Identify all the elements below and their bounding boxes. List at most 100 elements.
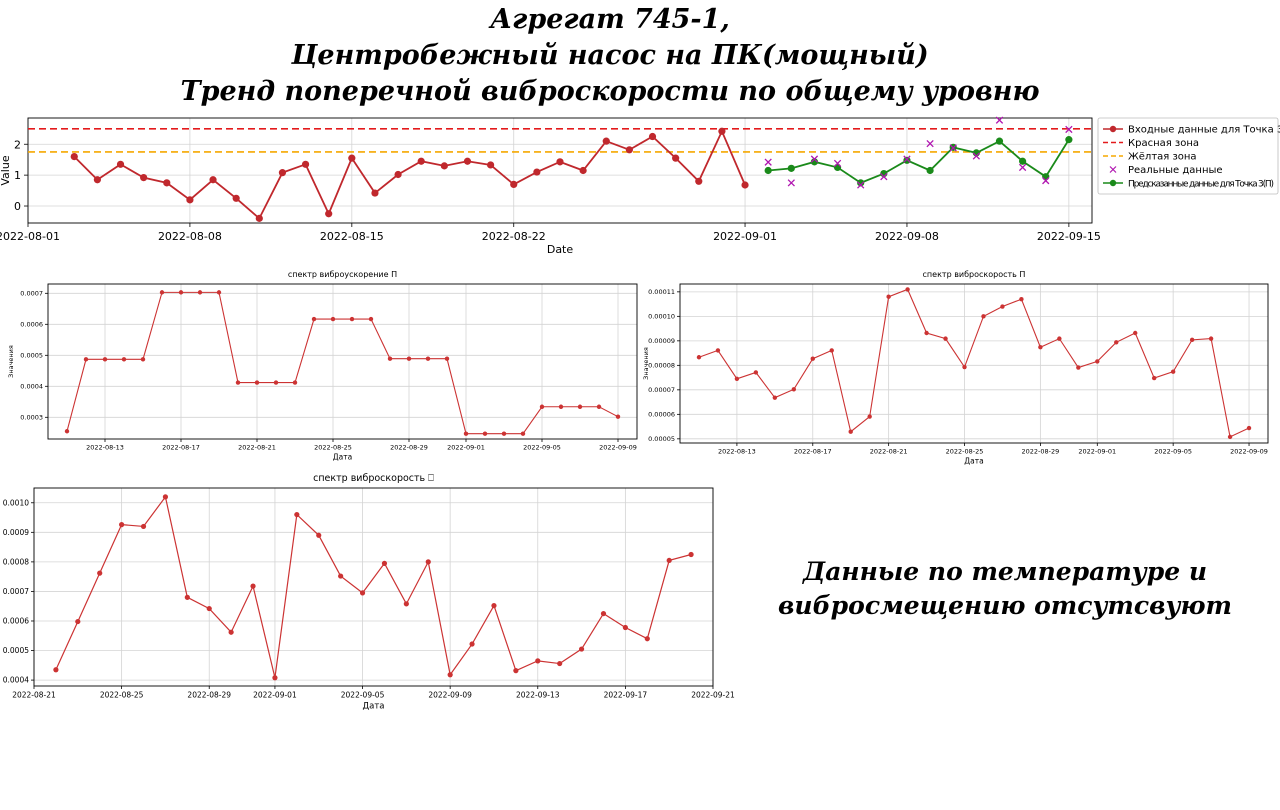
x-tick-label: 2022-09-09 <box>428 691 472 700</box>
data-point <box>558 404 564 409</box>
data-point <box>338 573 344 579</box>
data-point <box>1151 375 1157 381</box>
y-axis-label: Value <box>0 155 12 185</box>
input-data-point <box>718 127 726 135</box>
data-point <box>381 560 388 566</box>
data-point <box>734 376 740 382</box>
input-data-point <box>648 132 657 141</box>
data-point <box>75 618 81 625</box>
y-axis-label: Значения <box>7 345 15 378</box>
data-point <box>216 290 222 295</box>
data-point <box>97 570 103 576</box>
y-axis-label: Значения <box>642 347 650 380</box>
data-point <box>696 355 702 360</box>
x-tick-label: 2022-08-17 <box>794 448 832 456</box>
y-tick-label: 0.00009 <box>648 337 675 345</box>
real-data-marker <box>880 173 888 181</box>
x-tick-label: 2022-09-05 <box>341 691 385 700</box>
y-tick-label: 0.0004 <box>3 676 29 685</box>
x-tick-label: 2022-09-01 <box>253 691 297 700</box>
real-data-marker <box>833 159 842 168</box>
x-tick-label: 2022-09-15 <box>1037 230 1101 243</box>
predicted-data-point <box>1042 173 1050 181</box>
real-data-marker <box>764 158 772 166</box>
x-tick-label: 2022-09-01 <box>1078 448 1116 456</box>
title-line-3: Тренд поперечной виброскорости по общему… <box>180 76 1040 107</box>
data-point <box>425 559 431 565</box>
y-tick-label: 0.00007 <box>648 386 675 394</box>
real-data-marker <box>857 181 865 189</box>
input-data-point <box>140 174 148 182</box>
data-point <box>535 658 541 664</box>
predicted-series-line <box>768 139 1070 184</box>
x-axis-label: Дата <box>964 456 983 465</box>
x-tick-label: 2022-09-17 <box>604 691 648 700</box>
input-data-point <box>348 154 356 162</box>
data-point <box>1227 434 1233 440</box>
input-data-point <box>93 176 101 184</box>
data-point <box>294 511 300 518</box>
data-point <box>501 431 507 436</box>
data-point <box>600 610 607 617</box>
title-line-1: Агрегат 745-1, <box>490 4 730 35</box>
data-point <box>368 316 374 322</box>
x-tick-label: 2022-08-29 <box>1021 448 1059 456</box>
x-tick-label: 2022-09-13 <box>516 691 560 700</box>
spectrum-velocity-chart-2: спектр виброскорость ⎕ 0.0004 0.0005 0.0006… <box>3 473 735 712</box>
title-line-2: Центробежный насос на ПК(мощный) <box>291 40 929 71</box>
input-data-point <box>440 162 448 170</box>
data-point <box>228 629 234 635</box>
series-line <box>698 288 1250 438</box>
data-point <box>121 357 127 362</box>
input-data-point <box>463 157 472 165</box>
x-tick-label: 2022-08-01 <box>0 230 60 243</box>
data-point <box>886 294 891 299</box>
data-point <box>715 348 721 353</box>
data-point <box>469 641 475 647</box>
x-tick-label: 2022-09-21 <box>691 691 735 700</box>
y-tick-label: 0.0003 <box>20 414 43 422</box>
input-data-point <box>417 157 425 165</box>
data-point <box>387 356 393 361</box>
input-data-point <box>371 189 379 197</box>
data-point <box>943 336 948 341</box>
data-point <box>644 636 650 642</box>
x-axis-label: Дата <box>333 452 352 461</box>
data-point <box>184 594 190 600</box>
x-tick-label: 2022-09-09 <box>1230 448 1268 456</box>
data-point <box>1133 330 1138 336</box>
predicted-data-point <box>833 163 842 172</box>
data-point <box>962 364 967 370</box>
data-point <box>197 290 203 295</box>
data-point <box>539 404 545 409</box>
y-tick-label: 0.0004 <box>20 383 43 391</box>
spectrum-velocity-chart: спектр виброскорость П 0.00005 0.00006 0.00… <box>642 270 1269 465</box>
input-data-point <box>672 154 680 162</box>
data-point <box>330 316 336 322</box>
input-data-point <box>232 194 240 202</box>
x-tick-label: 2022-08-13 <box>718 448 756 456</box>
input-data-point <box>325 210 333 218</box>
legend-marker <box>1109 166 1117 173</box>
chart-title: спектр виброскорость П <box>923 270 1026 279</box>
input-data-point <box>394 170 402 179</box>
data-point <box>447 672 453 678</box>
input-data-point <box>70 153 78 161</box>
data-point <box>1019 296 1024 302</box>
data-point <box>772 395 778 400</box>
data-point <box>406 356 412 361</box>
x-tick-label: 2022-09-05 <box>523 444 561 452</box>
real-data-marker <box>926 139 934 148</box>
data-point <box>753 370 759 375</box>
input-data-point <box>209 176 217 184</box>
x-tick-label: 2022-08-13 <box>86 444 124 452</box>
y-tick-label: 0.0007 <box>20 290 43 298</box>
data-point <box>83 357 89 362</box>
y-tick-label: 0.0008 <box>3 558 29 567</box>
data-point <box>867 414 872 419</box>
note-line-2: вибросмещению отсутсвуют <box>778 591 1232 620</box>
data-point <box>292 380 298 385</box>
data-point <box>119 522 125 528</box>
real-data-marker <box>1018 163 1027 172</box>
input-data-point <box>695 177 703 185</box>
